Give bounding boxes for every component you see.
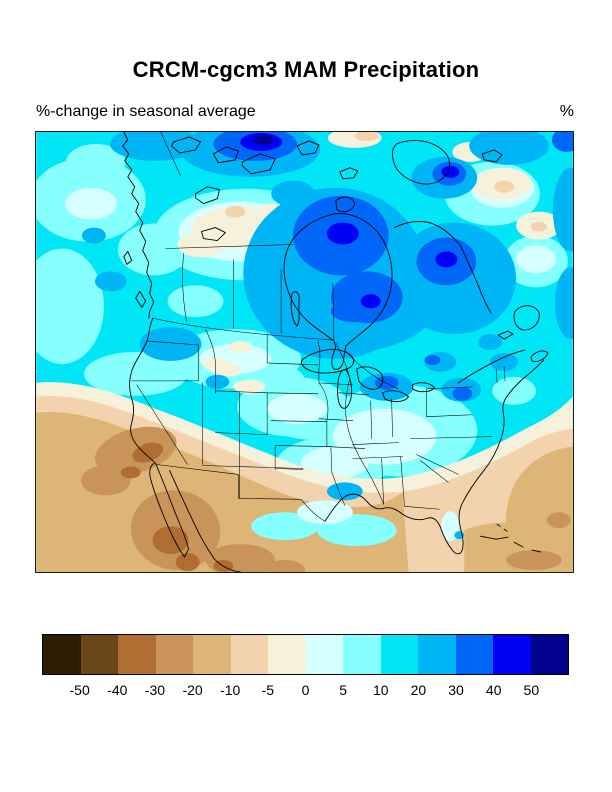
precipitation-map (35, 131, 574, 573)
colorbar-segment (193, 635, 231, 674)
colorbar-segment (380, 635, 418, 674)
coastlines (122, 132, 549, 572)
unit-label: % (559, 103, 574, 120)
colorbar-segment (155, 635, 193, 674)
colorbar-tick-label: 30 (448, 682, 464, 698)
colorbar-segment (343, 635, 381, 674)
north-america-map-svg (36, 132, 573, 572)
colorbar-segment (418, 635, 456, 674)
colorbar-tick-label: -50 (69, 682, 90, 698)
colorbar-tick-label: 0 (301, 682, 310, 698)
colorbar-tick-label: -30 (144, 682, 166, 698)
colorbar-segment (305, 635, 343, 674)
colorbar-tick-label: 5 (339, 682, 348, 698)
colorbar-segment (455, 635, 493, 674)
colorbar-segment (493, 635, 531, 674)
colorbar-tick-label: -20 (182, 682, 203, 698)
colorbar-ticks: -50 -40 -30 -20 -10 -5 0 5 10 20 30 40 50 (42, 682, 569, 700)
figure-title: CRCM-cgcm3 MAM Precipitation (132, 57, 480, 82)
colorbar-segment (118, 635, 156, 674)
colorbar-tick-label: 50 (523, 682, 540, 698)
colorbar-tick-label: -10 (220, 682, 241, 698)
contour-band-over-50 (253, 134, 274, 145)
colorbar-tick-label: -5 (261, 682, 275, 698)
colorbar-segment (268, 635, 306, 674)
colorbar (42, 634, 569, 675)
colorbar-segment (230, 635, 268, 674)
state-borders (131, 132, 506, 522)
colorbar-tick-label: 40 (485, 682, 502, 698)
contour-spots-neg10-neg5 (225, 132, 547, 232)
colorbar-tick-label: -40 (107, 682, 128, 698)
figure-subtitle: %-change in seasonal average (36, 103, 256, 120)
colorbar-segment (80, 635, 118, 674)
colorbar-tick-label: 20 (410, 682, 427, 698)
colorbar-segment (43, 635, 81, 674)
colorbar-tick-label: 10 (372, 682, 389, 698)
colorbar-segment (530, 635, 568, 674)
